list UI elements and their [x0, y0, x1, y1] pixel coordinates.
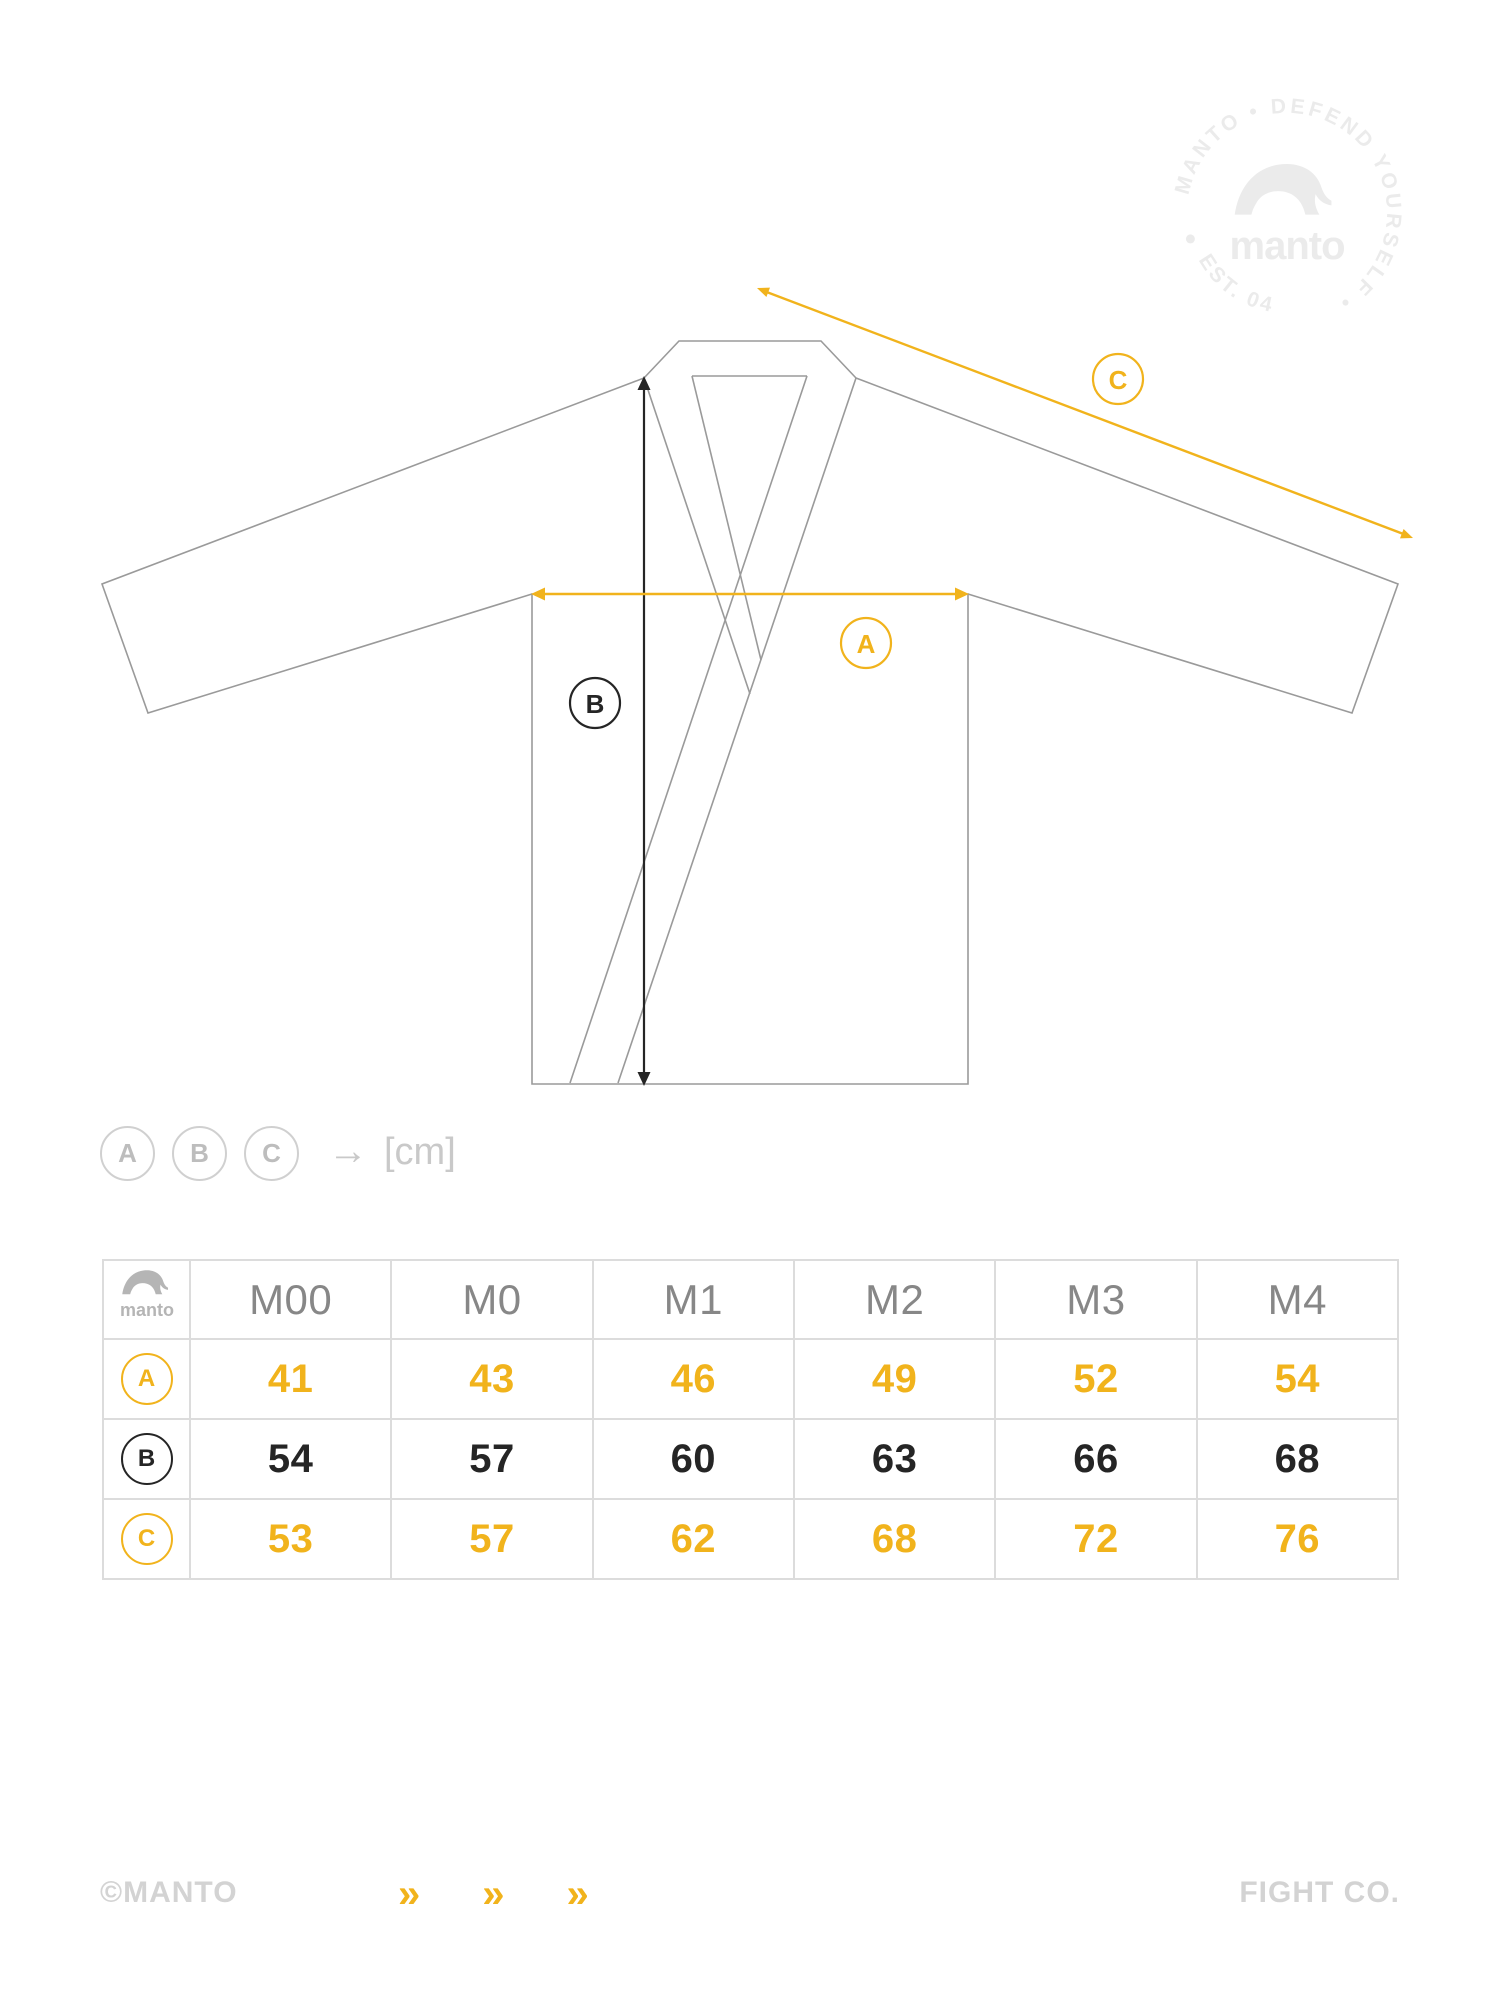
- chevron-right-icon: »: [482, 1872, 505, 1916]
- size-value-cell: 60: [670, 1436, 717, 1481]
- legend-item-a: A: [100, 1126, 155, 1181]
- row-label-a: A: [120, 1353, 173, 1405]
- legend-arrow-icon: →: [328, 1129, 368, 1173]
- measure-b-arrow: [637, 376, 651, 1086]
- fight-co-text: FIGHT CO.: [1239, 1876, 1400, 1909]
- svg-text:manto: manto: [120, 1300, 174, 1320]
- measure-b-label: B: [568, 676, 622, 730]
- size-value-cell: 46: [670, 1356, 717, 1401]
- size-column-header: M3: [1066, 1275, 1126, 1323]
- row-label-b: B: [120, 1433, 173, 1485]
- bridge-figure-icon: [121, 1270, 168, 1295]
- size-value-cell: 66: [1073, 1436, 1119, 1481]
- measure-c-arrow: [757, 287, 1413, 539]
- chevron-right-icon: »: [566, 1872, 589, 1916]
- size-value-cell: 41: [267, 1356, 314, 1401]
- legend-item-b: B: [172, 1126, 227, 1181]
- size-value-cell: 72: [1073, 1516, 1119, 1561]
- table-logo-cell: manto: [102, 1259, 191, 1340]
- svg-text:B: B: [586, 689, 605, 719]
- size-column-header: M0: [462, 1275, 522, 1323]
- manto-badge-logo: MANTO • DEFEND YOURSELF • EST. 04 manto: [1171, 95, 1402, 318]
- size-value-cell: 57: [469, 1516, 515, 1561]
- copyright-text: ©MANTO: [100, 1876, 238, 1909]
- svg-text:C: C: [1109, 365, 1128, 395]
- manto-small-logo: manto: [120, 1270, 174, 1320]
- svg-text:A: A: [857, 629, 876, 659]
- badge-wordmark: manto: [1230, 224, 1345, 268]
- size-value-cell: 52: [1073, 1356, 1119, 1401]
- size-value-cell: 54: [1274, 1356, 1321, 1401]
- measure-c-label: C: [1091, 352, 1145, 406]
- gi-jacket-diagram: A B C: [100, 287, 1413, 1086]
- size-value-cell: 68: [1274, 1436, 1321, 1481]
- size-column-header: M4: [1267, 1275, 1327, 1323]
- size-value-cell: 76: [1274, 1516, 1321, 1561]
- size-table: manto M00 M0 M1 M2 M3 M4 A 41 43 46 49 5…: [102, 1259, 1400, 1580]
- table-row-c: C 53 57 62 68 72 76: [102, 1498, 1400, 1580]
- measure-a-label: A: [839, 616, 893, 670]
- bridge-figure-icon: [1234, 163, 1332, 215]
- size-value-cell: 43: [469, 1356, 515, 1401]
- table-row-a: A 41 43 46 49 52 54: [102, 1338, 1400, 1420]
- size-value-cell: 57: [469, 1436, 515, 1481]
- row-label-c: C: [120, 1513, 173, 1565]
- size-value-cell: 63: [871, 1436, 918, 1481]
- badge-separator-dot: [1185, 234, 1195, 244]
- jacket-outline: [100, 340, 1400, 1085]
- size-column-header: M2: [864, 1275, 925, 1323]
- size-value-cell: 62: [670, 1516, 717, 1561]
- size-value-cell: 54: [267, 1436, 314, 1481]
- size-value-cell: 68: [871, 1516, 918, 1561]
- measure-a-arrow: [531, 587, 969, 601]
- legend-item-c: C: [244, 1126, 299, 1181]
- size-value-cell: 53: [267, 1516, 314, 1561]
- table-header-row: manto M00 M0 M1 M2 M3 M4: [102, 1259, 1400, 1340]
- chevron-right-icon: »: [398, 1872, 421, 1916]
- size-column-header: M00: [249, 1275, 333, 1323]
- measurement-legend: A B C → [cm]: [100, 1126, 456, 1181]
- table-row-b: B 54 57 60 63 66 68: [102, 1418, 1400, 1500]
- size-column-header: M1: [663, 1275, 723, 1323]
- legend-unit: [cm]: [384, 1131, 456, 1173]
- chevron-icons: » » »: [398, 1872, 589, 1917]
- size-value-cell: 49: [871, 1356, 918, 1401]
